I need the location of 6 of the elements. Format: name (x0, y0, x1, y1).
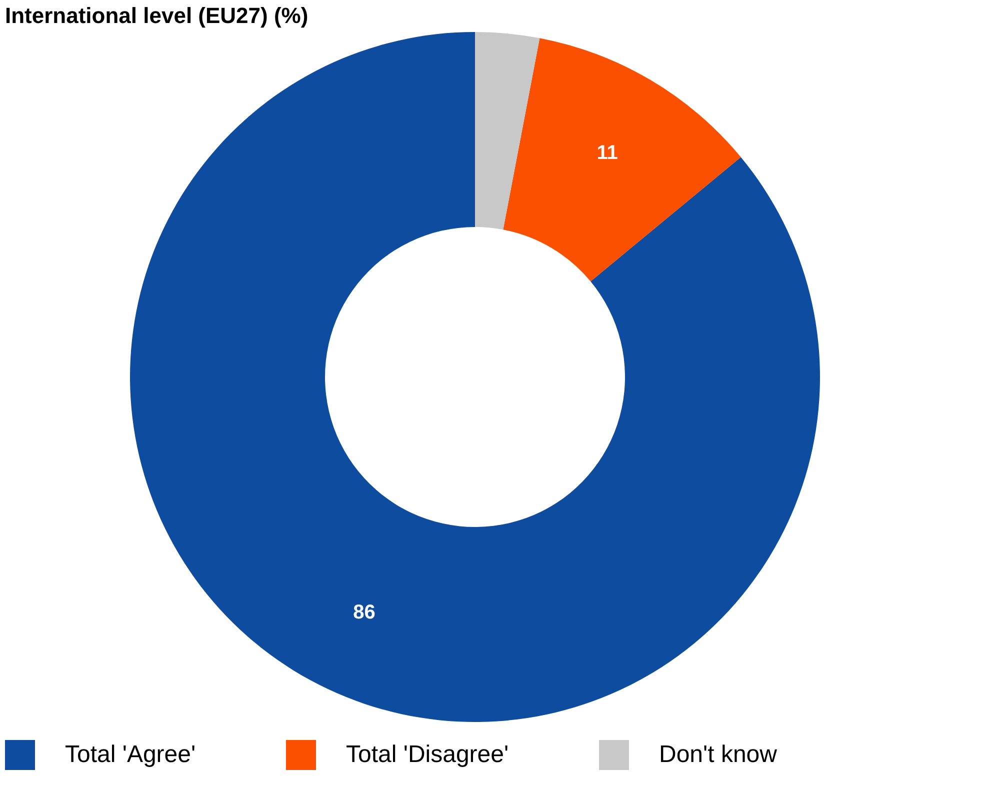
legend-label: Total 'Agree' (65, 741, 196, 768)
data-label: 86 (353, 601, 376, 624)
chart-title: International level (EU27) (%) (5, 3, 308, 28)
legend-label: Don't know (659, 741, 778, 768)
data-label: 11 (596, 142, 618, 164)
legend-label: Total 'Disagree' (346, 741, 509, 768)
